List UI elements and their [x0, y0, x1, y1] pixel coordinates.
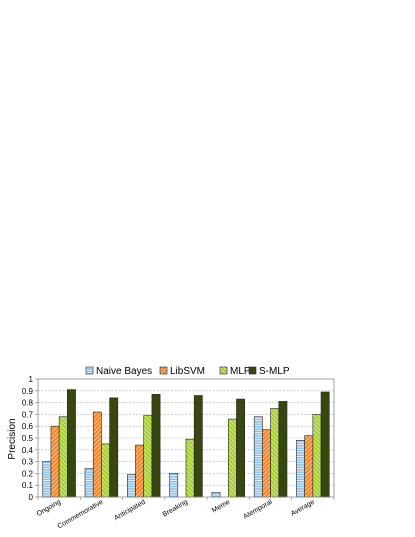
bar-libsvm-0 — [50, 425, 60, 498]
legend-swatch — [248, 366, 257, 375]
bar-mlp-2 — [143, 415, 153, 498]
y-tick-label: 0.8 — [22, 399, 34, 408]
y-axis-label: Precision — [7, 418, 18, 459]
bar-s-mlp-5 — [278, 401, 288, 498]
bar-mlp-4 — [227, 418, 237, 498]
bar-s-mlp-2 — [151, 394, 161, 498]
bar-mlp-0 — [58, 416, 68, 498]
legend-label: LibSVM — [170, 366, 205, 377]
y-tick-label: 0.2 — [22, 469, 34, 478]
bar-s-mlp-0 — [67, 389, 76, 498]
bar-mlp-6 — [312, 414, 322, 498]
bar-s-mlp-4 — [236, 398, 245, 498]
legend-swatch — [159, 366, 168, 375]
y-tick-label: 0.9 — [22, 387, 34, 396]
y-tick-label: 0.7 — [22, 410, 34, 419]
bar-libsvm-2 — [135, 444, 145, 498]
bar-libsvm-6 — [304, 435, 314, 498]
y-tick-label: 0.6 — [22, 422, 34, 431]
x-category-label: Average — [290, 499, 316, 518]
x-category-label: Commemorative — [56, 499, 104, 531]
bar-naive-bayes-6 — [296, 440, 305, 498]
bar-libsvm-1 — [92, 411, 102, 498]
bar-mlp-1 — [101, 443, 110, 498]
bar-mlp-3 — [185, 438, 195, 498]
y-tick-label: 0.5 — [22, 434, 34, 443]
bar-naive-bayes-2 — [127, 474, 136, 498]
y-tick-label: 0 — [29, 493, 34, 502]
bar-s-mlp-6 — [320, 391, 330, 498]
plot-frame — [37, 378, 335, 498]
legend-swatch — [219, 366, 228, 375]
y-tick-label: 0.3 — [22, 458, 34, 467]
bars — [42, 389, 330, 498]
bar-naive-bayes-1 — [84, 468, 94, 498]
y-tick-label: 1 — [29, 375, 34, 384]
legend-swatch — [85, 366, 94, 375]
y-tick-label: 0.1 — [22, 481, 34, 490]
bar-naive-bayes-0 — [42, 461, 52, 498]
x-category-label: Anticipated — [113, 499, 147, 522]
bar-libsvm-5 — [262, 429, 271, 498]
bar-s-mlp-3 — [193, 395, 203, 498]
legend: Naive Bayes LibSVM MLP S-MLP — [85, 366, 290, 377]
x-category-label: Ongoing — [36, 499, 63, 518]
x-category-label: Meme — [211, 499, 231, 515]
bar-s-mlp-1 — [109, 397, 119, 498]
bar-naive-bayes-3 — [169, 473, 179, 498]
legend-label: MLP — [230, 366, 251, 377]
legend-label: Naive Bayes — [96, 366, 152, 377]
y-axis-ticks: 0 0.1 0.2 0.3 0.4 0.5 0.6 0.7 0.8 0.9 1 — [22, 375, 38, 502]
bar-mlp-5 — [270, 408, 280, 498]
x-category-label: Atemporal — [242, 498, 274, 520]
x-category-label: Breaking — [162, 499, 190, 519]
y-tick-label: 0.4 — [22, 446, 34, 455]
bar-naive-bayes-5 — [253, 416, 263, 498]
bar-naive-bayes-4 — [211, 491, 221, 498]
legend-label: S-MLP — [259, 366, 290, 377]
